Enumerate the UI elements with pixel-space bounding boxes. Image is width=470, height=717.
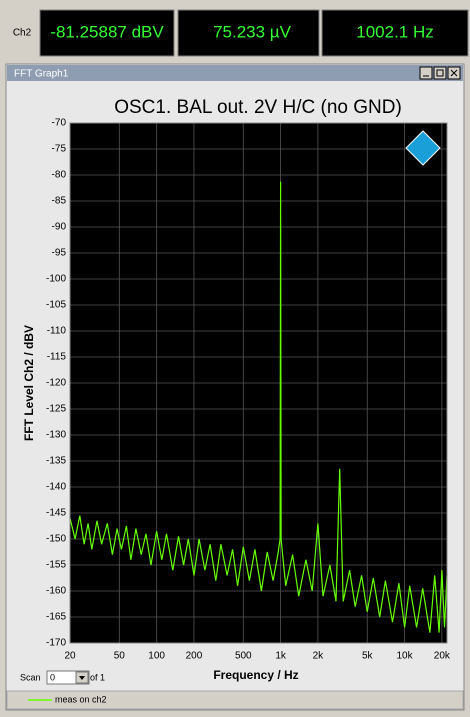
plot: -70 -75 -80 -85 -90 -95 -100 -105 -110 -115 -120 -1… xyxy=(46,118,451,662)
plot-border xyxy=(69,122,448,644)
window-title: FFT Graph1 xyxy=(14,69,69,80)
maximize-button[interactable] xyxy=(433,66,447,80)
legend xyxy=(6,690,464,710)
y-tick-label: -115 xyxy=(47,352,67,363)
y-tick-label: -80 xyxy=(52,170,67,181)
y-tick-label: -130 xyxy=(46,430,66,441)
scan-value: 0 xyxy=(50,672,55,682)
title-bar xyxy=(7,65,463,81)
y-tick-label: -145 xyxy=(46,508,66,519)
icon xyxy=(450,69,458,77)
x-tick-label: 5k xyxy=(362,651,374,662)
y-tick-label: -75 xyxy=(52,144,67,155)
x-tick-label: 500 xyxy=(235,651,252,662)
y-tick-label: -135 xyxy=(46,456,66,467)
x-tick-label: 100 xyxy=(148,651,165,662)
y-tick-label: -120 xyxy=(46,378,66,389)
x-tick-label: 200 xyxy=(186,651,203,662)
y-tick-label: -140 xyxy=(46,482,66,493)
y-tick-label: -165 xyxy=(46,612,66,623)
y-tick-label: -160 xyxy=(46,586,66,597)
y-tick-label: -150 xyxy=(46,534,66,545)
x-tick-label: 20k xyxy=(434,651,451,662)
scan-of: of 1 xyxy=(90,672,105,682)
logo xyxy=(405,130,441,166)
x-tick-label: 50 xyxy=(114,651,126,662)
y-tick-label: -125 xyxy=(46,404,66,415)
x-tick-label: 2k xyxy=(313,651,325,662)
x-axis-label: Frequency / Hz xyxy=(213,668,298,682)
series-line xyxy=(69,181,448,633)
icon xyxy=(79,676,85,680)
legend-entry: meas on ch2 xyxy=(55,694,107,704)
readout-box xyxy=(321,9,469,57)
y-tick-label: -90 xyxy=(52,222,67,233)
x-tick-label: 1k xyxy=(275,651,287,662)
y-tick-label: -100 xyxy=(46,274,66,285)
channel-label: Ch2 xyxy=(13,28,32,39)
y-tick-label: -170 xyxy=(46,638,66,649)
y-axis-label: FFT Level Ch2 / dBV xyxy=(22,325,36,441)
scan-label: Scan xyxy=(20,672,41,682)
readout-box xyxy=(39,9,175,57)
minimize-button[interactable] xyxy=(419,66,433,80)
x-tick-label: 20 xyxy=(64,651,76,662)
y-tick-label: -105 xyxy=(46,300,66,311)
readout-box xyxy=(177,9,320,57)
x-tick-label: 10k xyxy=(396,651,413,662)
y-tick-label: -70 xyxy=(52,118,67,129)
y-tick-label: -155 xyxy=(46,560,66,571)
readout: 1002.1 Hz xyxy=(356,22,434,41)
y-tick-label: -85 xyxy=(52,196,67,207)
readout: 75.233 µV xyxy=(213,22,292,41)
icon xyxy=(436,69,444,77)
chart-title: OSC1. BAL out. 2V H/C (no GND) xyxy=(114,97,402,118)
readout: -81.25887 dBV xyxy=(50,22,164,41)
y-tick-label: -95 xyxy=(52,248,67,259)
y-tick-label: -110 xyxy=(47,326,67,337)
